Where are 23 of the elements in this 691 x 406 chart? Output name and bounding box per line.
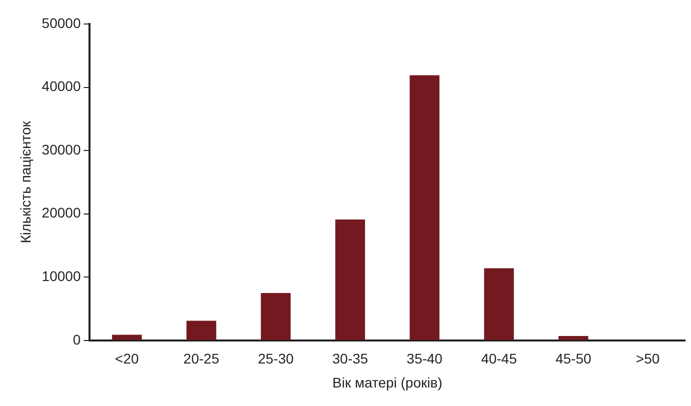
y-axis-title: Кількість пацієнток — [17, 120, 34, 244]
bar — [186, 320, 216, 340]
x-tick-label: 45-50 — [555, 350, 592, 367]
y-tick-label: 50000 — [42, 14, 81, 31]
bar — [484, 268, 514, 340]
bar — [112, 334, 142, 340]
x-tick-label: 40-45 — [481, 350, 518, 367]
x-tick-label: 20-25 — [183, 350, 220, 367]
bar — [335, 220, 366, 340]
x-tick-label: 35-40 — [406, 350, 443, 367]
y-tick-label: 30000 — [42, 141, 81, 158]
x-tick-label: 30-35 — [332, 350, 368, 367]
y-tick-label: 20000 — [42, 204, 81, 221]
x-tick-label: >50 — [636, 350, 660, 367]
y-tick-label: 0 — [72, 331, 81, 348]
bar — [410, 75, 440, 340]
bar — [558, 336, 588, 340]
x-axis-title: Вік матері (років) — [332, 374, 442, 390]
y-tick-label: 10000 — [42, 268, 81, 284]
x-tick-label: 25-30 — [258, 350, 294, 367]
y-tick-label: 40000 — [42, 78, 81, 94]
x-tick-label: <20 — [115, 350, 140, 367]
bar — [260, 292, 291, 340]
